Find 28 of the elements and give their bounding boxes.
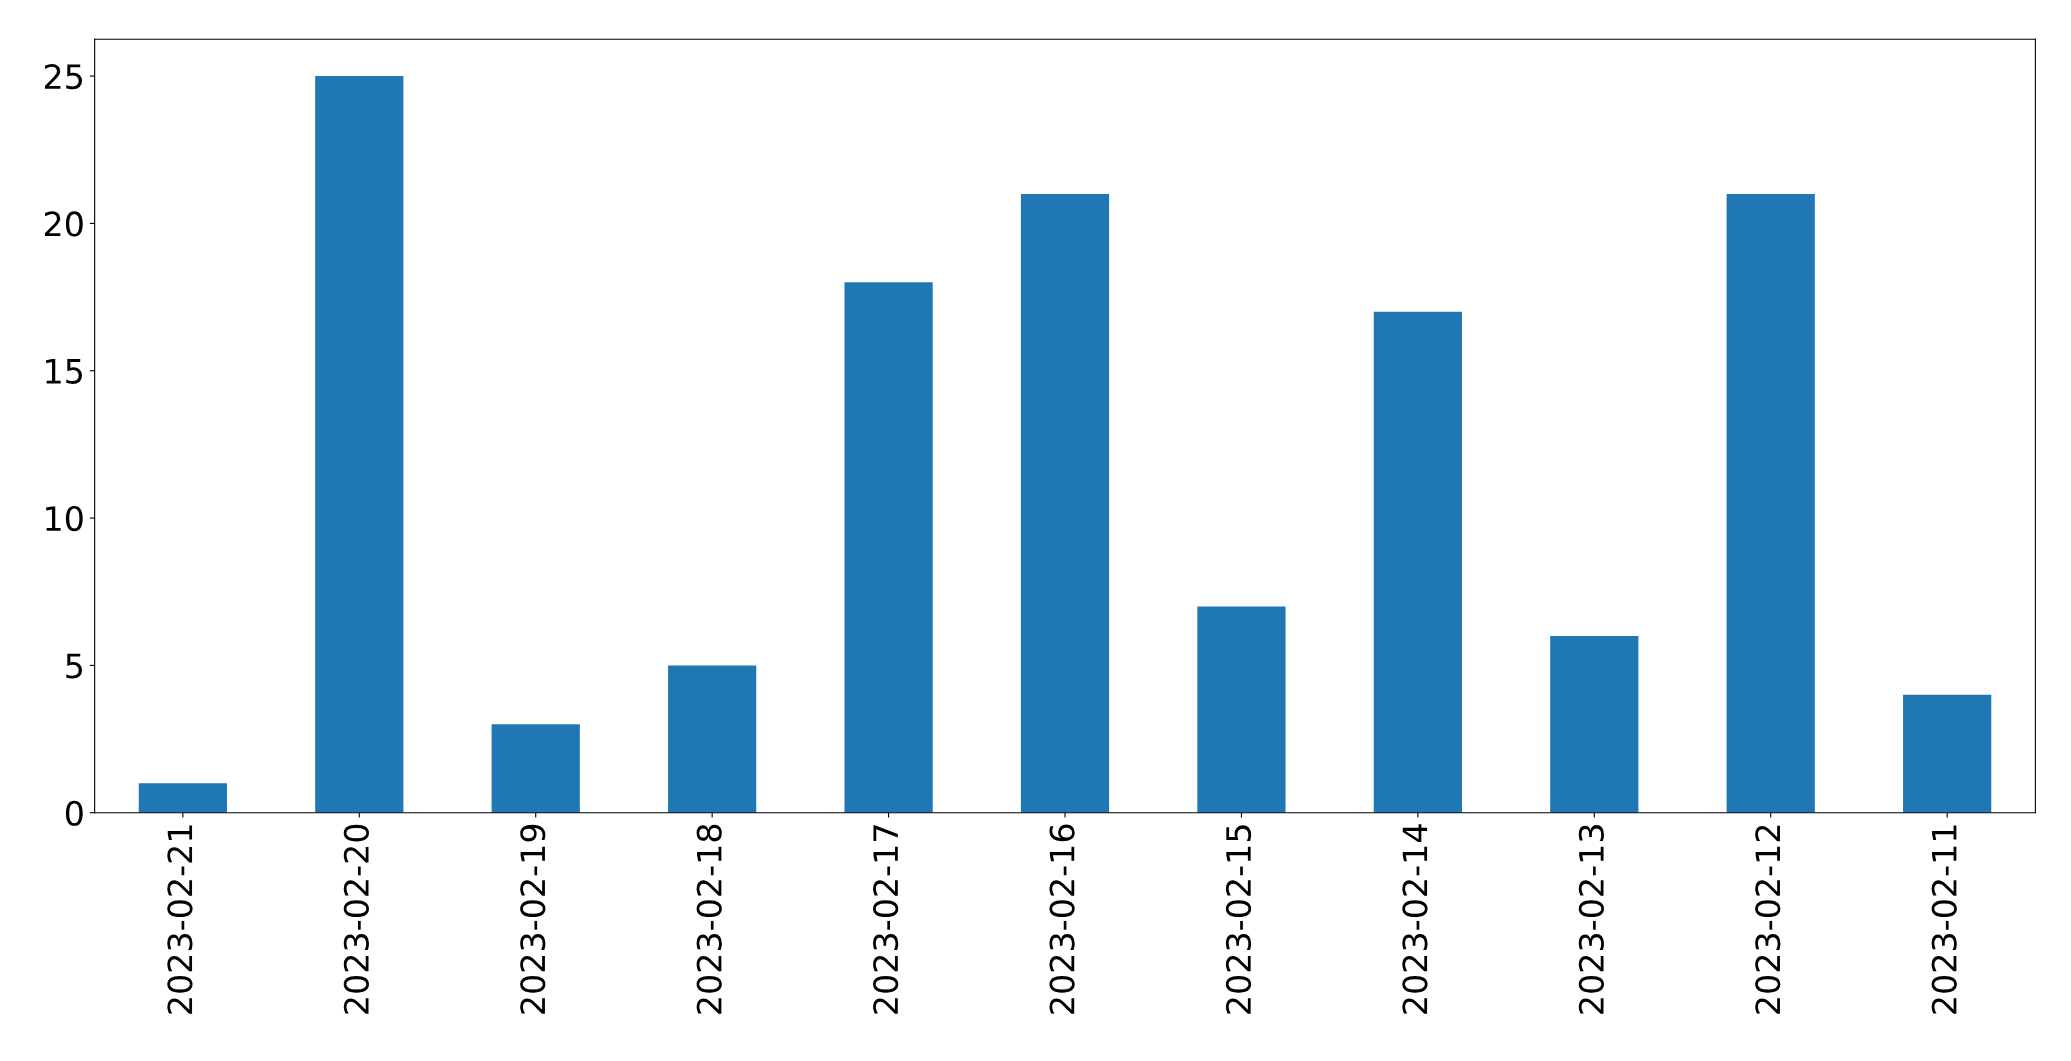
bar	[1726, 193, 1815, 813]
x-tick-label: 2023-02-18	[696, 824, 722, 1014]
bar	[315, 76, 404, 813]
y-tick-label: 0	[65, 800, 83, 826]
y-tick-label: 15	[46, 359, 83, 384]
bar	[1373, 311, 1462, 813]
bar	[668, 665, 757, 813]
x-tick-label: 2023-02-13	[1578, 825, 1604, 1014]
bar	[844, 282, 933, 813]
bar	[1197, 606, 1286, 813]
bar	[1903, 694, 1992, 813]
x-tick-label: 2023-02-15	[1225, 825, 1252, 1014]
bar	[138, 783, 227, 813]
x-tick-label: 2023-02-20	[343, 824, 369, 1014]
bar	[491, 724, 580, 813]
bar	[1550, 635, 1639, 813]
x-tick-label: 2023-02-11	[1931, 825, 1957, 1014]
x-tick-label: 2023-02-19	[520, 824, 546, 1014]
y-tick-label: 25	[44, 64, 83, 90]
y-tick-label: 5	[66, 653, 83, 679]
x-tick-label: 2023-02-16	[1049, 824, 1075, 1014]
bar	[1020, 193, 1110, 813]
x-tick-label: 2023-02-12	[1755, 825, 1781, 1014]
x-tick-label: 2023-02-14	[1402, 824, 1428, 1014]
y-tick-label: 10	[46, 506, 83, 532]
x-tick-label: 2023-02-17	[873, 825, 899, 1014]
x-tick-label: 2023-02-21	[167, 825, 193, 1014]
y-tick-label: 20	[44, 211, 83, 237]
